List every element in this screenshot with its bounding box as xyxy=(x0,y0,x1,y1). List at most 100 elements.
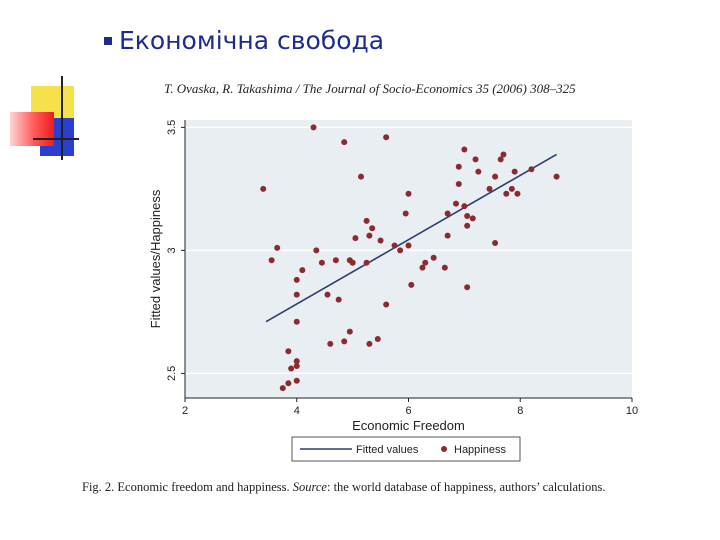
happiness-point xyxy=(293,318,300,325)
happiness-point xyxy=(341,338,348,345)
legend-fitted-label: Fitted values xyxy=(356,444,419,456)
happiness-point xyxy=(341,139,348,146)
happiness-point xyxy=(441,264,448,271)
happiness-point xyxy=(464,284,471,291)
happiness-point xyxy=(497,156,504,163)
happiness-point xyxy=(383,301,390,308)
plot-area xyxy=(185,120,632,398)
happiness-point xyxy=(327,340,334,347)
happiness-point xyxy=(461,203,468,210)
happiness-point xyxy=(293,358,300,365)
decor-horizontal-line xyxy=(33,138,79,140)
happiness-point xyxy=(444,232,451,239)
happiness-point xyxy=(503,190,510,197)
happiness-point xyxy=(500,151,507,158)
happiness-point xyxy=(352,235,359,242)
caption-suffix: : the world database of happiness, autho… xyxy=(326,480,606,494)
happiness-point xyxy=(528,166,535,173)
happiness-point xyxy=(279,385,286,392)
happiness-point xyxy=(260,185,267,192)
happiness-point xyxy=(455,180,462,187)
happiness-point xyxy=(422,259,429,266)
x-tick-label: 8 xyxy=(517,405,523,417)
caption-prefix: Fig. 2. Economic freedom and happiness. xyxy=(82,480,293,494)
happiness-point xyxy=(391,242,398,249)
happiness-point xyxy=(349,259,356,266)
happiness-point xyxy=(405,190,412,197)
happiness-point xyxy=(397,247,404,254)
happiness-point xyxy=(514,190,521,197)
figure-caption: Fig. 2. Economic freedom and happiness. … xyxy=(82,480,605,495)
happiness-point xyxy=(464,212,471,219)
x-tick-label: 6 xyxy=(405,405,411,417)
happiness-point xyxy=(293,291,300,298)
happiness-point xyxy=(508,185,515,192)
tick-labels: 2 4 6 8 10 2.5 3 3.5 xyxy=(166,120,638,417)
slide-heading: Економічна свобода xyxy=(119,26,385,55)
legend: Fitted values Happiness xyxy=(291,436,521,462)
legend-happiness-label: Happiness xyxy=(454,444,506,456)
bullet-icon xyxy=(104,37,112,45)
x-tick-label: 10 xyxy=(626,405,638,417)
happiness-point xyxy=(332,257,339,264)
happiness-point xyxy=(405,242,412,249)
y-axis-title: Fitted values/Happiness xyxy=(148,189,163,328)
happiness-point xyxy=(452,200,459,207)
happiness-point xyxy=(299,267,306,274)
happiness-point xyxy=(419,264,426,271)
happiness-point xyxy=(285,348,292,355)
happiness-point xyxy=(346,328,353,335)
happiness-point xyxy=(461,146,468,153)
happiness-point xyxy=(363,259,370,266)
decor-red-block xyxy=(10,112,54,146)
happiness-point xyxy=(318,259,325,266)
happiness-point xyxy=(366,340,373,347)
happiness-point xyxy=(293,363,300,370)
happiness-point xyxy=(486,185,493,192)
happiness-point xyxy=(430,254,437,261)
legend-happiness-swatch xyxy=(441,446,447,452)
x-tick-label: 2 xyxy=(182,405,188,417)
happiness-point xyxy=(288,365,295,372)
y-tick-label: 3 xyxy=(166,247,178,253)
decor-vertical-line xyxy=(61,76,63,160)
y-tick-label: 3.5 xyxy=(166,120,178,135)
x-tick-label: 4 xyxy=(294,405,300,417)
caption-source-word: Source xyxy=(292,480,327,494)
happiness-point xyxy=(324,291,331,298)
happiness-point xyxy=(369,225,376,232)
journal-citation: T. Ovaska, R. Takashima / The Journal of… xyxy=(164,81,576,96)
happiness-point xyxy=(377,237,384,244)
happiness-point xyxy=(444,210,451,217)
happiness-point xyxy=(492,240,499,247)
happiness-point xyxy=(358,173,365,180)
happiness-point xyxy=(402,210,409,217)
happiness-point xyxy=(511,168,518,175)
happiness-point xyxy=(293,276,300,283)
happiness-point xyxy=(374,335,381,342)
happiness-point xyxy=(366,232,373,239)
happiness-point xyxy=(383,134,390,141)
fitted-values-line xyxy=(265,153,557,323)
axes xyxy=(181,120,633,402)
happiness-point xyxy=(268,257,275,264)
happiness-point xyxy=(553,173,560,180)
y-tick-label: 2.5 xyxy=(166,366,178,381)
happiness-point xyxy=(285,380,292,387)
happiness-point xyxy=(310,124,317,131)
happiness-points xyxy=(260,124,560,392)
happiness-point xyxy=(274,244,281,251)
happiness-point xyxy=(293,377,300,384)
x-axis-title: Economic Freedom xyxy=(352,418,465,433)
happiness-point xyxy=(408,281,415,288)
happiness-point xyxy=(492,173,499,180)
happiness-point xyxy=(464,222,471,229)
happiness-point xyxy=(335,296,342,303)
happiness-point xyxy=(475,168,482,175)
happiness-point xyxy=(363,217,370,224)
happiness-point xyxy=(472,156,479,163)
happiness-point xyxy=(469,215,476,222)
happiness-point xyxy=(313,247,320,254)
happiness-point xyxy=(455,163,462,170)
